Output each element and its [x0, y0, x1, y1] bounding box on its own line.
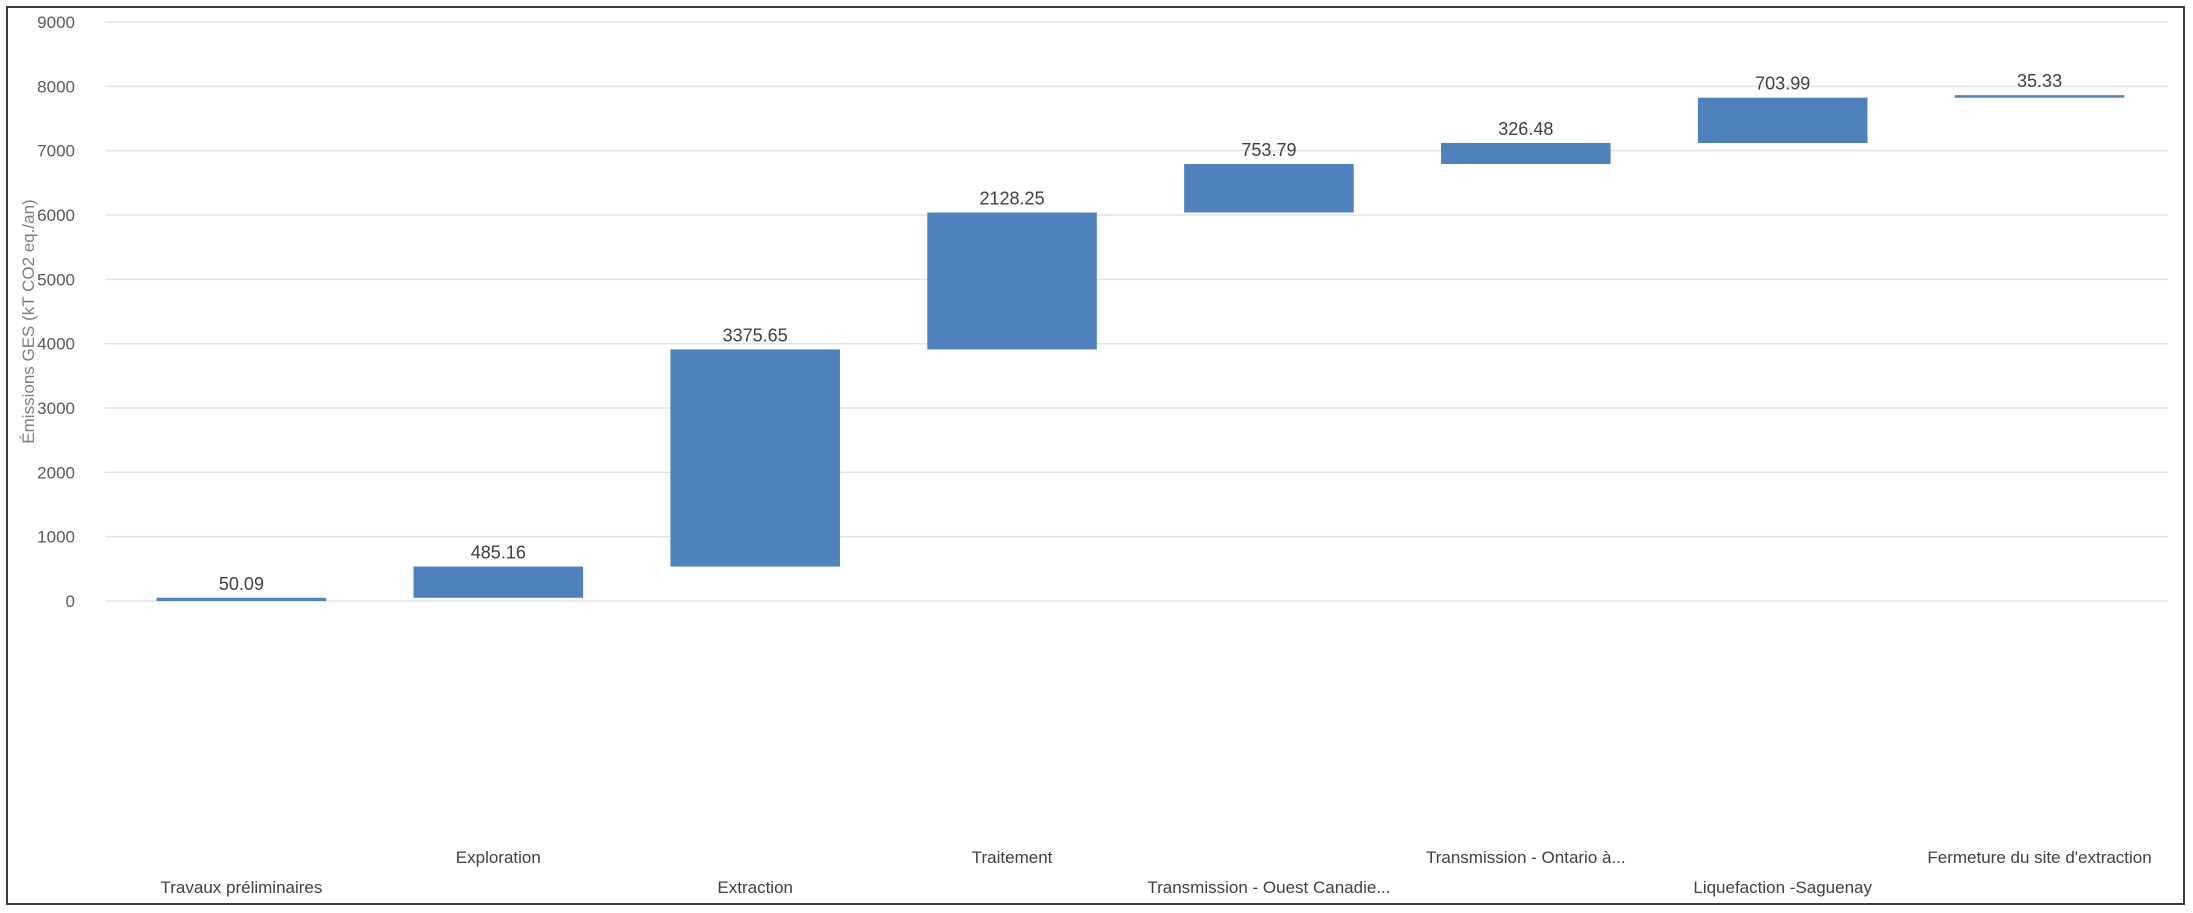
data-label: 2128.25: [980, 188, 1045, 208]
x-tick-label: Fermeture du site d'extraction: [1927, 848, 2151, 867]
y-tick-label: 8000: [37, 77, 75, 96]
bar: [1441, 142, 1611, 164]
y-tick-label: 5000: [37, 270, 75, 289]
x-tick-label: Exploration: [456, 848, 541, 867]
y-tick-label: 7000: [37, 142, 75, 161]
bars: [156, 95, 2125, 601]
x-tick-label: Transmission - Ouest Canadie...: [1147, 878, 1390, 897]
data-label: 326.48: [1498, 119, 1553, 139]
y-tick-label: 9000: [37, 13, 75, 32]
data-label: 50.09: [219, 574, 264, 594]
data-label: 485.16: [471, 543, 526, 563]
data-label: 3375.65: [723, 325, 788, 345]
y-tick-label: 0: [66, 592, 75, 611]
x-tick-label: Liquefaction -Saguenay: [1693, 878, 1872, 897]
x-axis-categories: Travaux préliminaires Exploration Extracti…: [161, 848, 2152, 897]
y-axis-ticks: 0 1000 2000 3000 4000 5000 6000 7000 8000 9000: [37, 13, 75, 611]
bar: [927, 212, 1097, 350]
waterfall-chart: 0 1000 2000 3000 4000 5000 6000 7000 8000 9000 50…: [19, 13, 2168, 897]
bar: [1697, 97, 1868, 143]
data-labels: 50.09 485.16 3375.65 2128.25 753.79 326.48 703…: [219, 71, 2062, 594]
data-label: 35.33: [2017, 71, 2062, 91]
x-tick-label: Transmission - Ontario à...: [1426, 848, 1626, 867]
x-tick-label: Extraction: [717, 878, 793, 897]
data-label: 703.99: [1755, 74, 1810, 94]
bar: [156, 597, 327, 601]
bar: [413, 566, 584, 598]
y-tick-label: 6000: [37, 206, 75, 225]
chart-frame: 0 1000 2000 3000 4000 5000 6000 7000 8000 9000 50…: [6, 6, 2185, 905]
y-tick-label: 2000: [37, 463, 75, 482]
y-tick-label: 1000: [37, 528, 75, 547]
bar: [670, 349, 840, 567]
x-tick-label: Travaux préliminaires: [161, 878, 323, 897]
y-tick-label: 3000: [37, 399, 75, 418]
y-axis-label: Émissions GES (kT CO2 eq./an): [19, 199, 38, 443]
x-tick-label: Traitement: [972, 848, 1053, 867]
y-tick-label: 4000: [37, 335, 75, 354]
bar: [1954, 95, 2125, 98]
gridlines: [105, 21, 2168, 602]
bar: [1184, 163, 1354, 213]
data-label: 753.79: [1241, 140, 1296, 160]
